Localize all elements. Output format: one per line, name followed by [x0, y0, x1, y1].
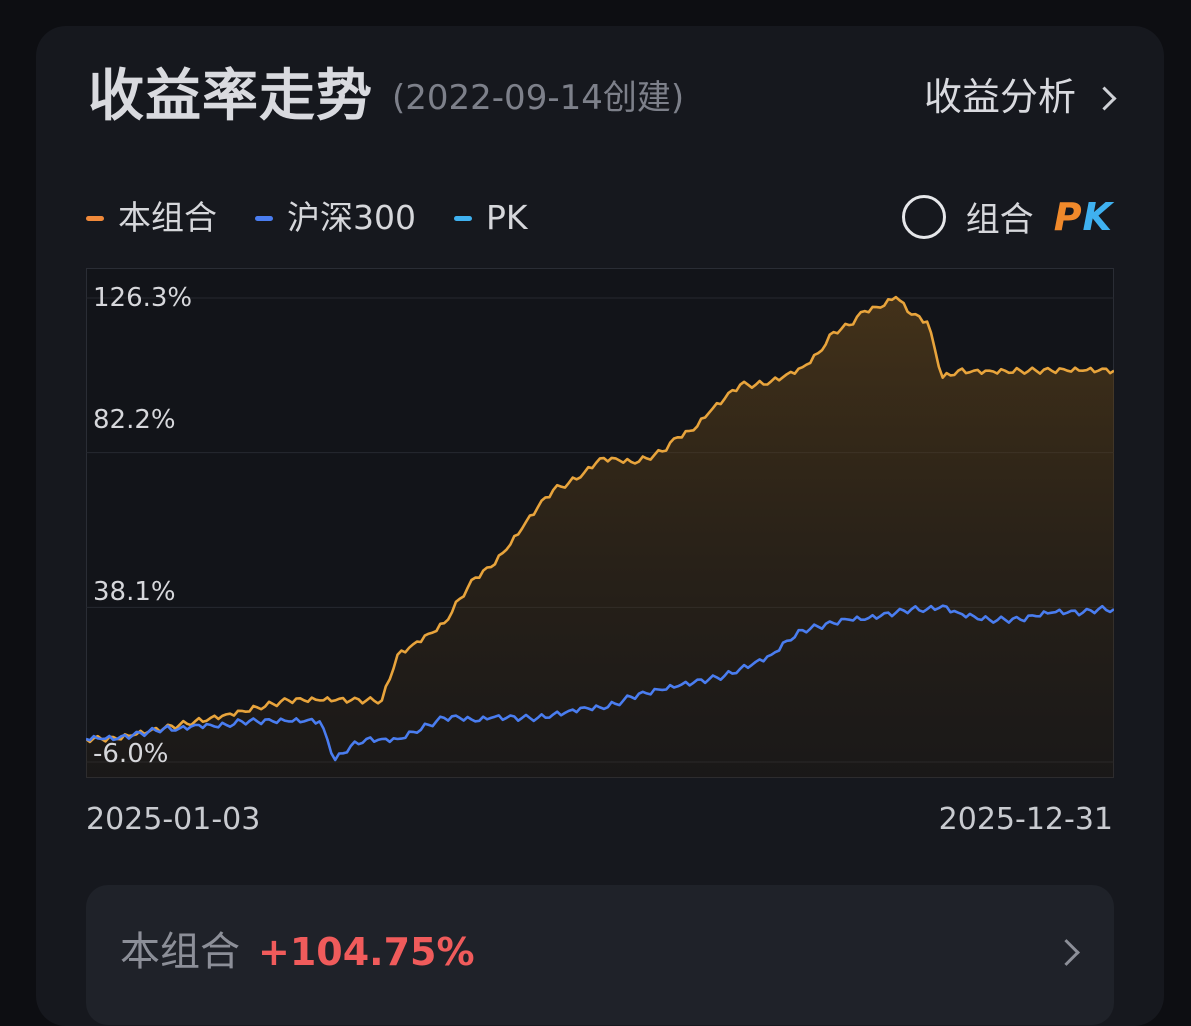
return-analysis-label: 收益分析: [923, 75, 1076, 119]
portfolio-pk-toggle[interactable]: 组合 PK: [901, 192, 1113, 241]
legend-item-csi300: 沪深300: [255, 196, 416, 240]
y-tick-label: 82.2%: [93, 405, 176, 435]
legend-dash-icon: [86, 215, 104, 221]
pk-toggle-label: 组合: [965, 200, 1034, 240]
legend-dash-icon: [454, 215, 472, 221]
series-line-csi300: [86, 604, 1114, 762]
x-axis-start-label: 2025-01-03: [86, 802, 261, 837]
legend-label: PK: [486, 198, 528, 237]
pk-logo: PK: [1053, 194, 1113, 239]
legend-label: 本组合: [118, 198, 217, 237]
x-axis-end-label: 2025-12-31: [938, 802, 1113, 837]
y-tick-label: 126.3%: [93, 283, 192, 313]
series-area-portfolio: [86, 297, 1114, 778]
y-tick-label: -6.0%: [93, 739, 168, 769]
summary-label: 本组合: [120, 929, 240, 975]
returns-chart[interactable]: 126.3% 82.2% 38.1% -6.0%: [86, 268, 1114, 778]
chevron-right-icon: [1092, 85, 1117, 111]
page-title: 收益率走势: [88, 64, 373, 129]
legend-item-portfolio: 本组合: [86, 196, 217, 240]
creation-date: (2022-09-14创建): [392, 78, 685, 118]
summary-return-value: +104.75%: [258, 930, 475, 974]
legend-item-pk: PK: [454, 196, 528, 240]
radio-circle-icon[interactable]: [901, 194, 946, 239]
chart-legend: 本组合 沪深300 PK: [86, 196, 528, 240]
return-analysis-link[interactable]: 收益分析: [923, 72, 1117, 122]
portfolio-summary-row[interactable]: 本组合 +104.75%: [86, 885, 1114, 1025]
y-tick-label: 38.1%: [93, 577, 176, 607]
series-line-portfolio: [86, 295, 1114, 744]
legend-label: 沪深300: [287, 198, 416, 237]
chevron-right-icon: [1053, 939, 1080, 966]
legend-dash-icon: [255, 215, 273, 221]
